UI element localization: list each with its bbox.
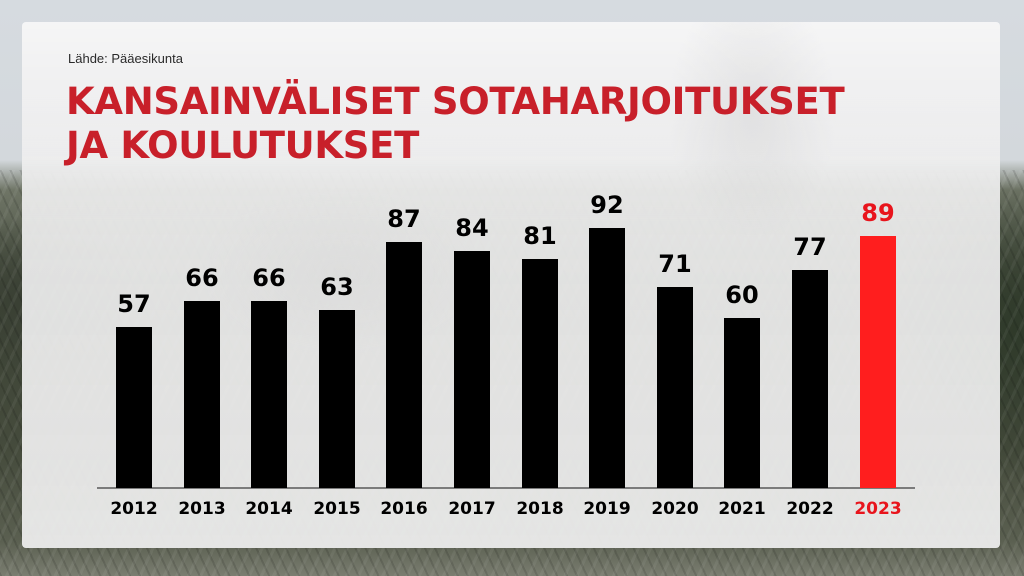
- value-label-2021: 60: [725, 281, 759, 309]
- bar-2013: [184, 301, 220, 488]
- chart-title-line-2: JA KOULUTUKSET: [66, 124, 420, 167]
- value-label-2023: 89: [861, 199, 895, 227]
- x-tick-label-2013: 2013: [178, 499, 226, 519]
- x-tick-label-2023: 2023: [854, 499, 902, 519]
- bar-2019: [589, 228, 625, 488]
- bar-2022: [792, 270, 828, 488]
- bar-2012: [116, 327, 152, 488]
- value-label-2014: 66: [252, 264, 286, 292]
- value-label-2018: 81: [523, 222, 557, 250]
- x-tick-label-2014: 2014: [245, 499, 293, 519]
- value-label-2022: 77: [793, 233, 827, 261]
- value-label-2017: 84: [455, 214, 489, 242]
- value-label-2015: 63: [320, 273, 354, 301]
- value-label-2019: 92: [590, 191, 624, 219]
- x-tick-label-2018: 2018: [516, 499, 564, 519]
- x-tick-label-2019: 2019: [583, 499, 631, 519]
- bar-2014: [251, 301, 287, 488]
- bar-2016: [386, 242, 422, 488]
- x-tick-label-2017: 2017: [448, 499, 496, 519]
- value-label-2016: 87: [387, 205, 421, 233]
- bar-2018: [522, 259, 558, 488]
- source-label: Lähde: Pääesikunta: [68, 51, 183, 66]
- bar-2021: [724, 318, 760, 488]
- bar-2023: [860, 236, 896, 488]
- bar-2015: [319, 310, 355, 488]
- x-tick-label-2022: 2022: [786, 499, 834, 519]
- x-tick-label-2016: 2016: [380, 499, 428, 519]
- x-tick-label-2020: 2020: [651, 499, 699, 519]
- bar-2020: [657, 287, 693, 488]
- chart-title-line-1: KANSAINVÄLISET SOTAHARJOITUKSET: [66, 80, 845, 123]
- value-label-2020: 71: [658, 250, 692, 278]
- chart-title: KANSAINVÄLISET SOTAHARJOITUKSET JA KOULU…: [66, 80, 845, 168]
- x-tick-label-2021: 2021: [718, 499, 766, 519]
- bar-chart: 57 2012 66 2013 66 2014 63 2015 87 2016 84 2017 81 20…: [22, 22, 1000, 548]
- x-tick-label-2012: 2012: [110, 499, 158, 519]
- x-tick-label-2015: 2015: [313, 499, 361, 519]
- bar-2017: [454, 251, 490, 488]
- x-axis-baseline: [97, 487, 915, 489]
- value-label-2013: 66: [185, 264, 219, 292]
- value-label-2012: 57: [117, 290, 151, 318]
- chart-panel: Lähde: Pääesikunta KANSAINVÄLISET SOTAHA…: [22, 22, 1000, 548]
